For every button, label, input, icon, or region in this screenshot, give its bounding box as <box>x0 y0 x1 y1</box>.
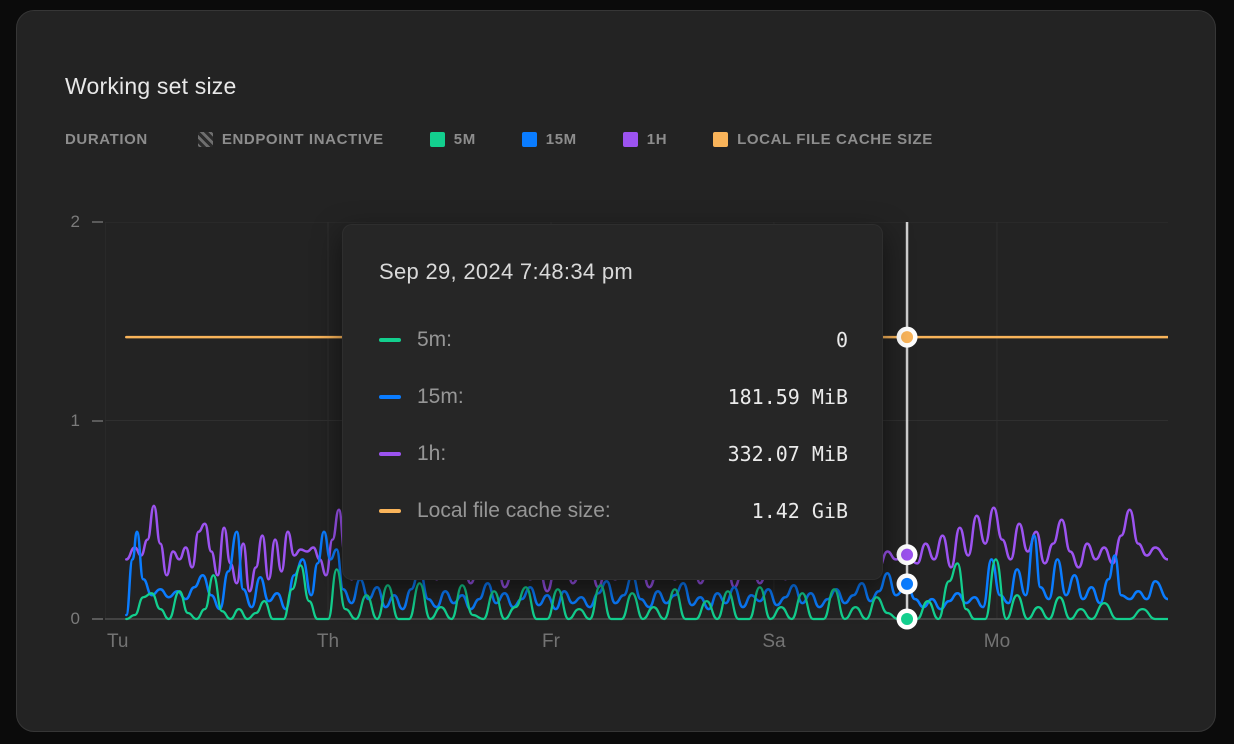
legend-item-local-file-cache-size[interactable]: LOCAL FILE CACHE SIZE <box>713 131 933 148</box>
blue-dash-icon <box>379 395 401 399</box>
tooltip-row-label: 15m: <box>417 385 464 408</box>
green-swatch-icon <box>429 131 445 147</box>
legend-label: 15M <box>545 130 577 148</box>
duration-label: DURATION <box>65 130 148 148</box>
tooltip-row-label: 5m: <box>417 328 453 351</box>
tooltip-row-value: 1.42 GiB <box>751 499 848 523</box>
y-axis-tick <box>92 221 103 223</box>
tooltip-row-value: 0 <box>835 328 848 352</box>
tooltip-row-1h: 1h: 332.07 MiB <box>379 439 848 469</box>
tooltip-row-label: 1h: <box>417 442 447 465</box>
y-axis-tick <box>92 420 103 422</box>
green-dash-icon <box>379 338 401 342</box>
tooltip-row-value: 181.59 MiB <box>727 385 848 409</box>
legend-label: ENDPOINT INACTIVE <box>221 130 384 148</box>
x-axis-label-mo: Mo <box>983 631 1011 652</box>
legend-item-15m[interactable]: 15M <box>521 130 577 148</box>
tooltip-row-15m: 15m: 181.59 MiB <box>379 382 848 412</box>
x-axis-label-sa: Sa <box>762 631 786 652</box>
tooltip-row-5m: 5m: 0 <box>379 325 848 355</box>
legend-label: LOCAL FILE CACHE SIZE <box>737 130 933 148</box>
legend-label: 1H <box>646 130 668 148</box>
tooltip-timestamp: Sep 29, 2024 7:48:34 pm <box>379 259 633 284</box>
chart-legend: DURATION ENDPOINT INACTIVE 5M 15M 1H LOC… <box>65 127 979 151</box>
chart-tooltip: Sep 29, 2024 7:48:34 pm 5m: 0 15m: 181.5… <box>342 224 883 580</box>
purple-swatch-icon <box>622 131 638 147</box>
tooltip-row-local-file-cache-size: Local file cache size: 1.42 GiB <box>379 496 848 526</box>
legend-label: 5M <box>453 130 476 148</box>
hatch-swatch-icon <box>197 131 213 147</box>
legend-item-1h[interactable]: 1H <box>622 130 668 148</box>
x-axis-label-tu: Tu <box>107 631 129 652</box>
y-axis-tick <box>92 618 103 620</box>
working-set-size-card: Working set size DURATION ENDPOINT INACT… <box>16 10 1216 732</box>
orange-dash-icon <box>379 509 401 513</box>
purple-dash-icon <box>379 452 401 456</box>
page-title: Working set size <box>65 73 237 99</box>
x-axis-label-th: Th <box>316 631 340 652</box>
y-axis-label-2: 2 <box>70 212 80 231</box>
orange-swatch-icon <box>713 131 729 147</box>
tooltip-row-label: Local file cache size: <box>417 499 611 522</box>
legend-item-5m[interactable]: 5M <box>429 130 476 148</box>
y-axis-label-1: 1 <box>70 411 80 430</box>
tooltip-row-value: 332.07 MiB <box>727 442 848 466</box>
legend-item-endpoint-inactive[interactable]: ENDPOINT INACTIVE <box>197 130 384 148</box>
blue-swatch-icon <box>521 131 537 147</box>
y-axis-label-0: 0 <box>70 609 80 628</box>
x-axis-label-fr: Fr <box>542 631 560 652</box>
